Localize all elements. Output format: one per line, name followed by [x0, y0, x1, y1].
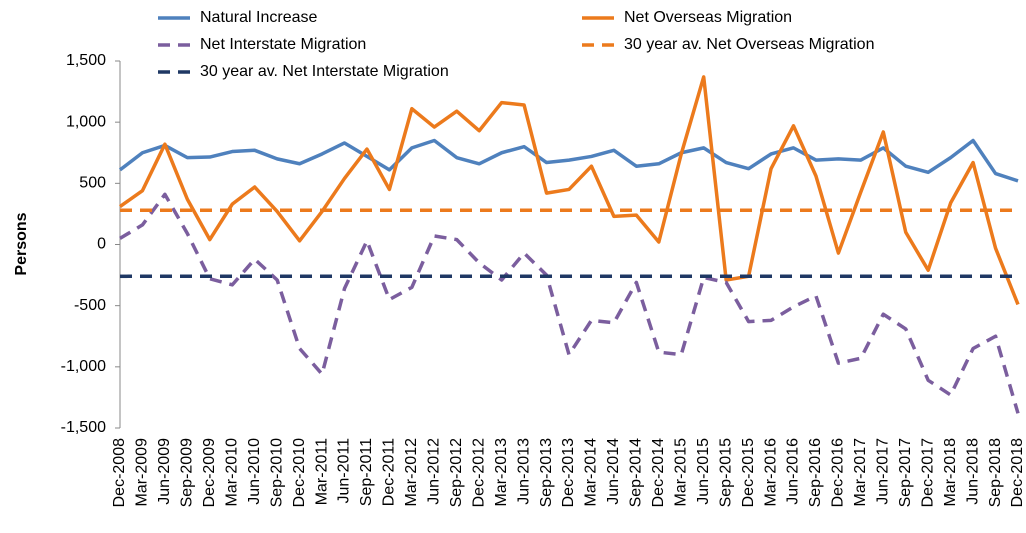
x-tick-label: Sep-2018 — [987, 438, 1004, 507]
series-line — [118, 138, 1019, 183]
x-tick-label: Dec-2016 — [830, 438, 847, 507]
x-tick-label: Mar-2012 — [403, 438, 420, 507]
x-tick-label: Sep-2009 — [179, 438, 196, 507]
x-tick-label: Dec-2011 — [381, 438, 398, 506]
x-tick-label: Sep-2012 — [448, 438, 465, 507]
x-tick-label: Jun-2011 — [336, 438, 353, 504]
x-tick-label: Jun-2018 — [964, 438, 981, 505]
x-tick-label: Sep-2015 — [717, 438, 734, 507]
x-tick-label: Jun-2013 — [515, 438, 532, 505]
legend-label: 30 year av. Net Overseas Migration — [624, 36, 874, 53]
legend-label: 30 year av. Net Interstate Migration — [200, 63, 449, 80]
x-tick-label: Jun-2012 — [426, 438, 443, 505]
x-tick-label: Dec-2010 — [291, 438, 308, 507]
y-tick-label: 0 — [97, 236, 106, 253]
legend-label: Natural Increase — [200, 9, 317, 26]
y-tick-label: -1,500 — [61, 419, 106, 436]
x-tick-label: Jun-2016 — [785, 438, 802, 505]
y-tick-label: -1,000 — [61, 358, 106, 375]
x-tick-label: Sep-2011 — [358, 438, 375, 506]
x-tick-label: Sep-2017 — [897, 438, 914, 507]
y-axis-label: Persons — [13, 212, 30, 275]
x-tick-label: Dec-2008 — [111, 438, 128, 507]
legend-label: Net Interstate Migration — [200, 36, 366, 53]
x-tick-label: Dec-2018 — [1009, 438, 1026, 507]
x-tick-label: Mar-2013 — [493, 438, 510, 507]
x-tick-label: Mar-2010 — [223, 438, 240, 507]
x-tick-label: Dec-2017 — [919, 438, 936, 507]
x-tick-label: Dec-2013 — [560, 438, 577, 507]
x-tick-label: Dec-2015 — [740, 438, 757, 507]
x-tick-label: Jun-2014 — [605, 438, 622, 505]
x-tick-label: Mar-2018 — [942, 438, 959, 507]
series-line — [118, 75, 1020, 306]
x-tick-label: Jun-2017 — [875, 438, 892, 505]
x-tick-label: Jun-2010 — [246, 438, 263, 505]
y-tick-label: 1,500 — [66, 52, 106, 69]
x-tick-label: Sep-2010 — [268, 438, 285, 507]
x-tick-label: Sep-2013 — [538, 438, 555, 507]
y-tick-label: 500 — [79, 175, 106, 192]
x-tick-label: Mar-2017 — [852, 438, 869, 507]
x-tick-label: Sep-2016 — [807, 438, 824, 507]
x-tick-label: Dec-2009 — [201, 438, 218, 507]
x-tick-label: Dec-2012 — [470, 438, 487, 507]
x-tick-label: Jun-2009 — [156, 438, 173, 505]
x-tick-label: Jun-2015 — [695, 438, 712, 505]
y-tick-label: -500 — [74, 297, 106, 314]
x-tick-label: Mar-2011 — [313, 438, 330, 505]
x-tick-label: Mar-2009 — [134, 438, 151, 507]
series-line — [119, 192, 1020, 414]
legend-label: Net Overseas Migration — [624, 9, 792, 26]
x-tick-label: Sep-2014 — [628, 438, 645, 507]
x-tick-label: Mar-2014 — [583, 438, 600, 507]
x-tick-label: Mar-2015 — [672, 438, 689, 507]
y-tick-label: 1,000 — [66, 113, 106, 130]
x-tick-label: Mar-2016 — [762, 438, 779, 507]
x-tick-label: Dec-2014 — [650, 438, 667, 507]
